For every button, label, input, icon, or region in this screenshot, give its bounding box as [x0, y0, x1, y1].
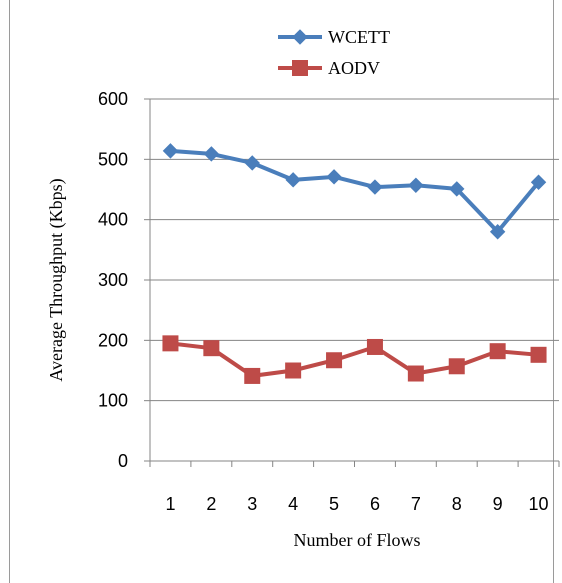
x-tick-label: 9 [493, 494, 503, 514]
legend-aodv-label: AODV [328, 58, 380, 78]
y-tick-label: 0 [118, 451, 128, 471]
legend-wcett-marker [293, 30, 307, 44]
aodv-data-point [204, 341, 219, 356]
y-tick-labels: 0 100 200 300 400 500 600 [98, 89, 128, 471]
aodv-data-point [490, 344, 505, 359]
y-tick-label: 300 [98, 270, 128, 290]
x-tick-label: 7 [411, 494, 421, 514]
y-tick-label: 200 [98, 330, 128, 350]
x-axis-label: Number of Flows [294, 530, 421, 550]
y-tick-label: 400 [98, 210, 128, 230]
aodv-data-point [449, 359, 464, 374]
x-tick-label: 5 [329, 494, 339, 514]
aodv-data-point [163, 336, 178, 351]
aodv-data-point [531, 347, 546, 362]
x-tick-label: 3 [247, 494, 257, 514]
x-tick-label: 1 [165, 494, 175, 514]
series-layer [163, 144, 546, 384]
wcett-data-point [245, 156, 259, 170]
x-tick-label: 4 [288, 494, 298, 514]
legend-aodv-marker [293, 61, 308, 76]
legend: WCETT AODV [278, 27, 390, 78]
x-tick-label: 6 [370, 494, 380, 514]
x-tick-label: 8 [452, 494, 462, 514]
y-axis-label: Average Throughput (Kbps) [46, 178, 67, 381]
wcett-data-point [368, 180, 382, 194]
x-tick-label: 2 [206, 494, 216, 514]
x-tick-labels: 1 2 3 4 5 6 7 8 9 10 [165, 494, 548, 514]
legend-wcett-label: WCETT [328, 27, 390, 47]
wcett-data-point [286, 173, 300, 187]
y-tick-label: 500 [98, 149, 128, 169]
wcett-data-point [163, 144, 177, 158]
y-tick-label: 600 [98, 89, 128, 109]
aodv-series-line [170, 343, 538, 376]
aodv-data-point [286, 363, 301, 378]
x-tick-label: 10 [529, 494, 549, 514]
aodv-data-point [327, 353, 342, 368]
aodv-data-point [367, 339, 382, 354]
wcett-data-point [327, 170, 341, 184]
y-tick-label: 100 [98, 391, 128, 411]
aodv-data-point [245, 368, 260, 383]
wcett-data-point [204, 147, 218, 161]
wcett-data-point [409, 178, 423, 192]
aodv-data-point [408, 366, 423, 381]
